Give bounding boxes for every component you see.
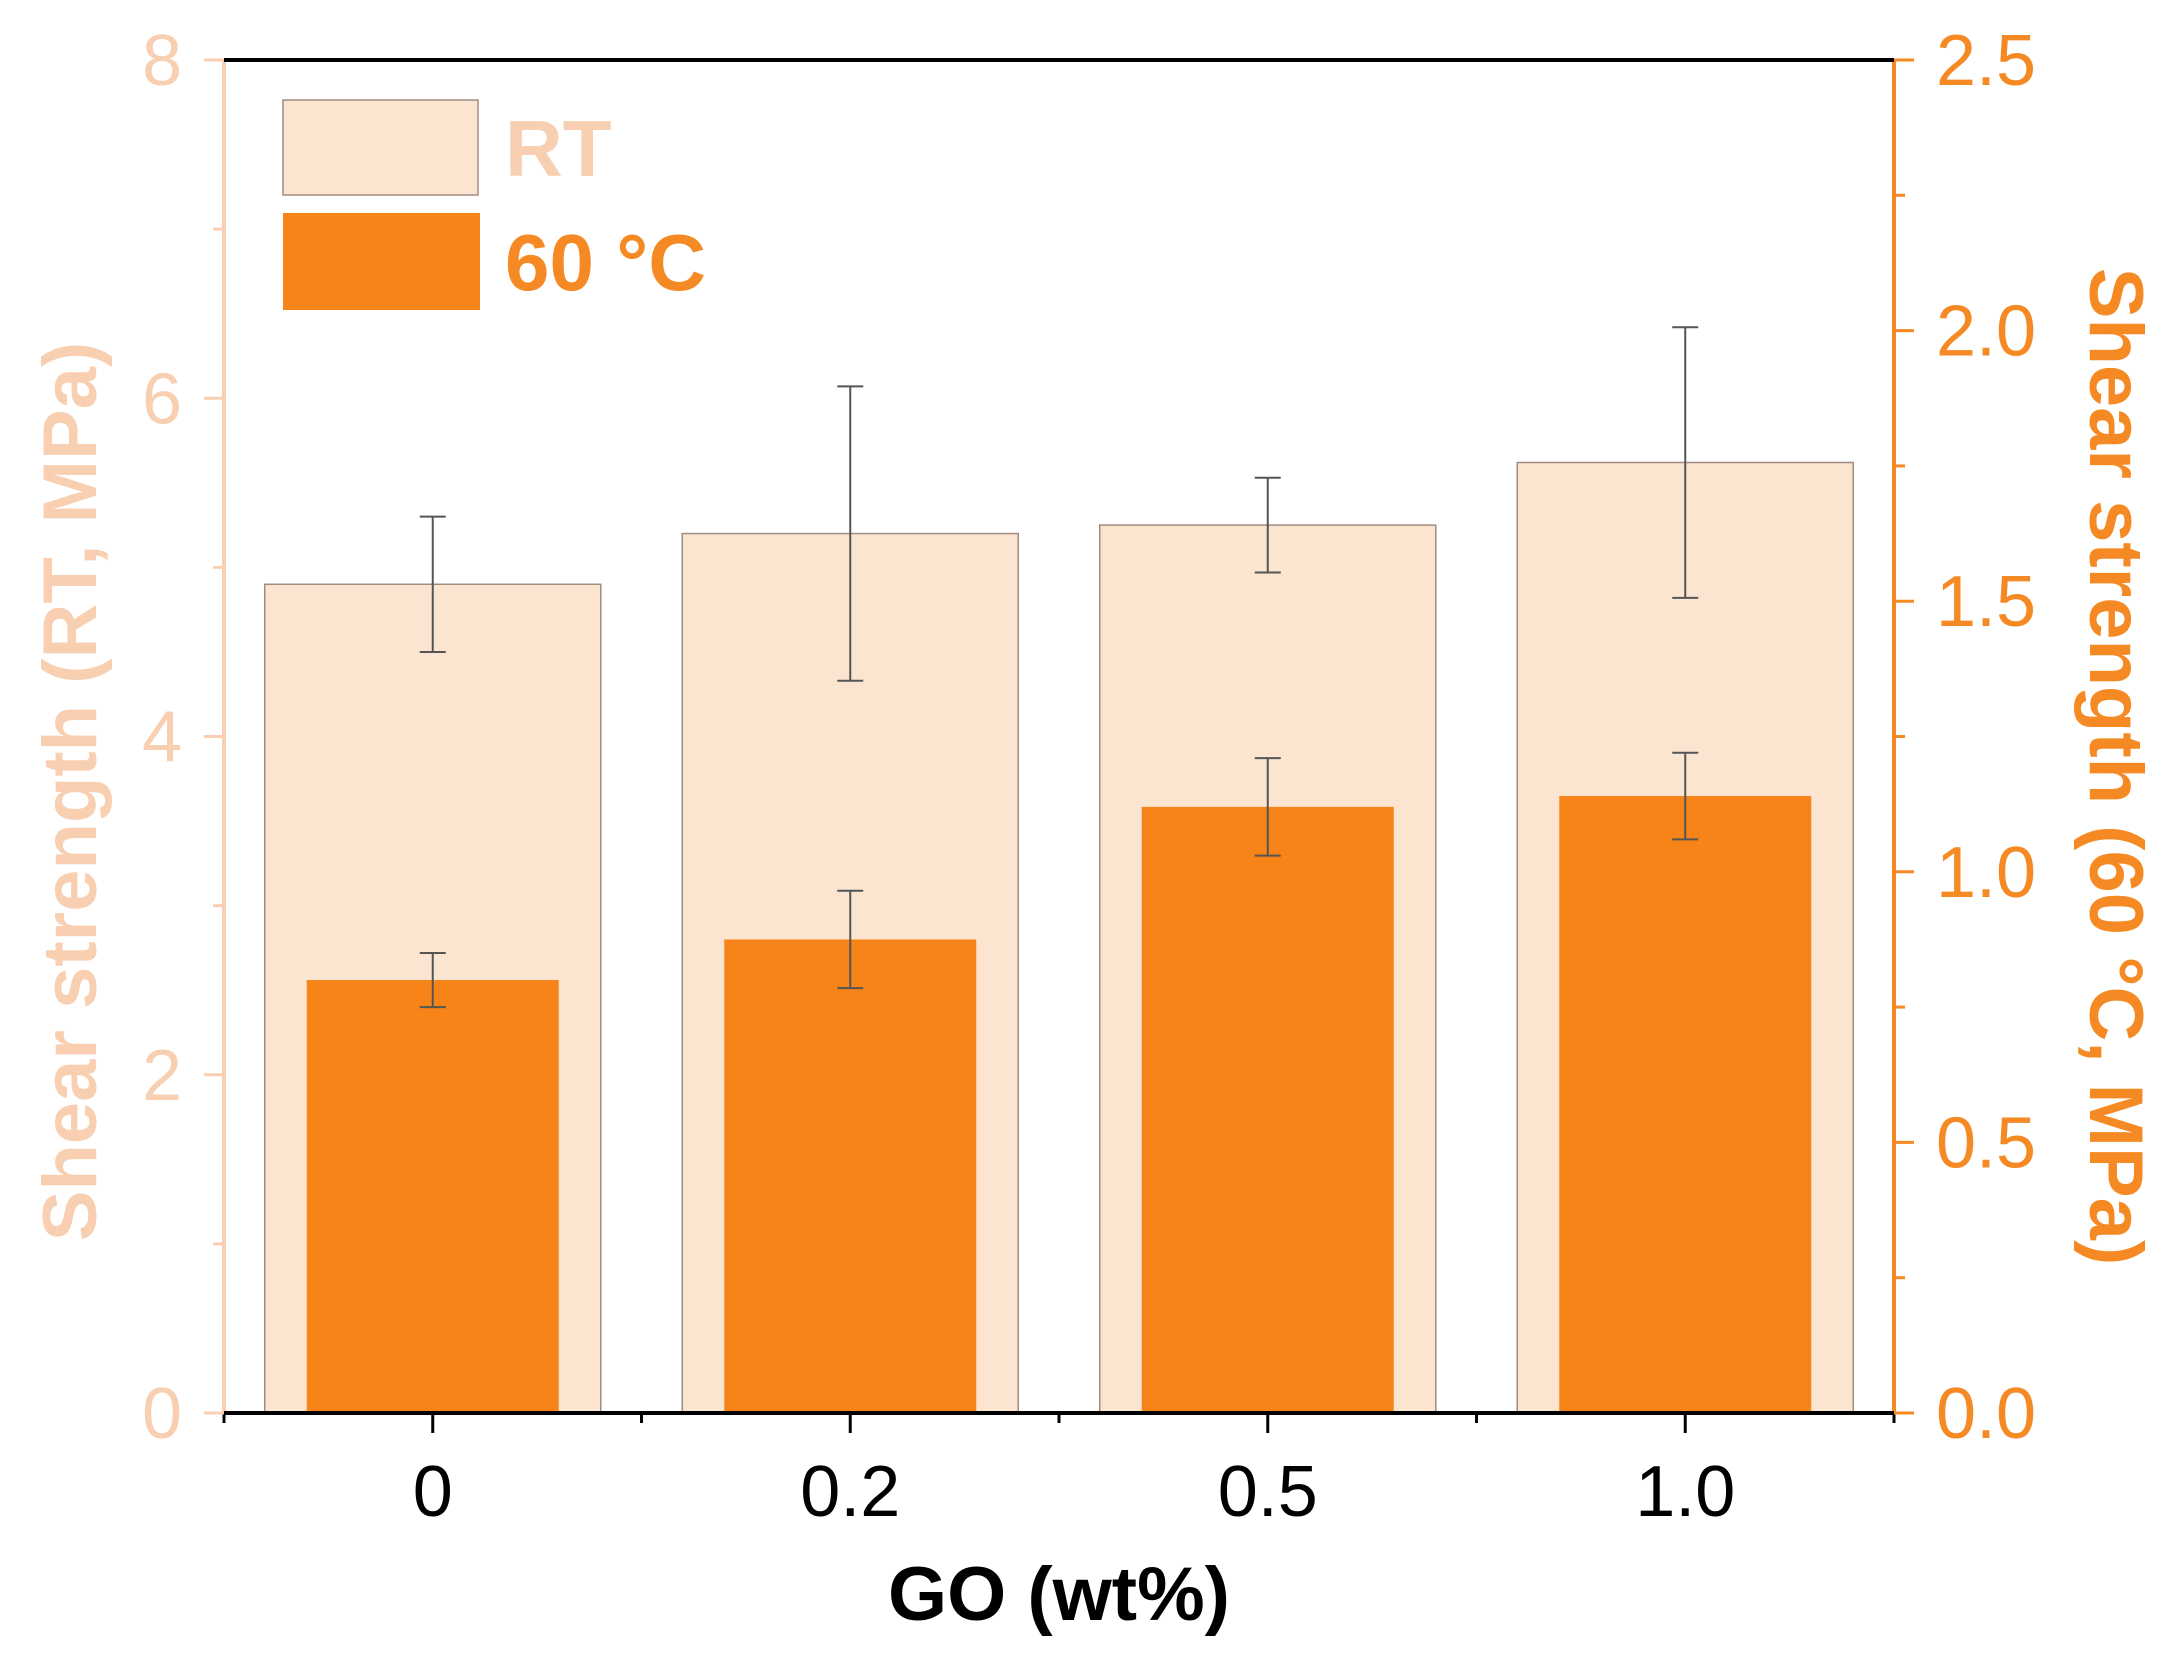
legend-hot-swatch [283, 213, 480, 310]
y-right-tick-label-2: 1.0 [1936, 833, 2036, 913]
y-right-tick-label-4: 2.0 [1936, 292, 2036, 372]
y-right-axis-title: Shear strength (60 °C, MPa) [2073, 268, 2158, 1266]
x-tick-label-0: 0 [413, 1452, 453, 1532]
y-left-tick-label-0: 0 [142, 1374, 182, 1454]
axis-ticks-group: 0 0.2 0.5 1.0 0 2 4 6 8 0.0 0.5 1.0 1.5 2.0 2.5 [142, 21, 2036, 1532]
hot-bar-3 [1559, 796, 1812, 1413]
error-bars-group [419, 326, 1699, 1009]
legend-rt-swatch [282, 99, 479, 196]
legend-hot-label: 60 °C [505, 218, 706, 307]
hot-bar-2 [1141, 806, 1394, 1413]
legend: RT 60 °C [282, 99, 706, 310]
y-right-tick-label-0: 0.0 [1936, 1374, 2036, 1454]
legend-rt-label: RT [505, 104, 612, 193]
y-right-tick-label-1: 0.5 [1936, 1103, 2036, 1183]
x-tick-label-3: 1.0 [1635, 1452, 1735, 1532]
hot-bars-group [306, 796, 1812, 1413]
y-right-tick-label-3: 1.5 [1936, 562, 2036, 642]
y-left-tick-label-1: 2 [142, 1036, 182, 1116]
hot-bar-0 [306, 980, 559, 1413]
y-left-tick-label-4: 8 [142, 21, 182, 101]
x-tick-label-1: 0.2 [800, 1452, 900, 1532]
hot-bar-1 [724, 939, 977, 1413]
y-right-tick-label-5: 2.5 [1936, 21, 2036, 101]
y-left-tick-label-3: 6 [142, 359, 182, 439]
y-left-axis-title: Shear strength (RT, MPa) [28, 342, 113, 1241]
y-left-tick-label-2: 4 [142, 698, 182, 778]
x-tick-label-2: 0.5 [1218, 1452, 1318, 1532]
x-axis-title: GO (wt%) [888, 1552, 1230, 1637]
